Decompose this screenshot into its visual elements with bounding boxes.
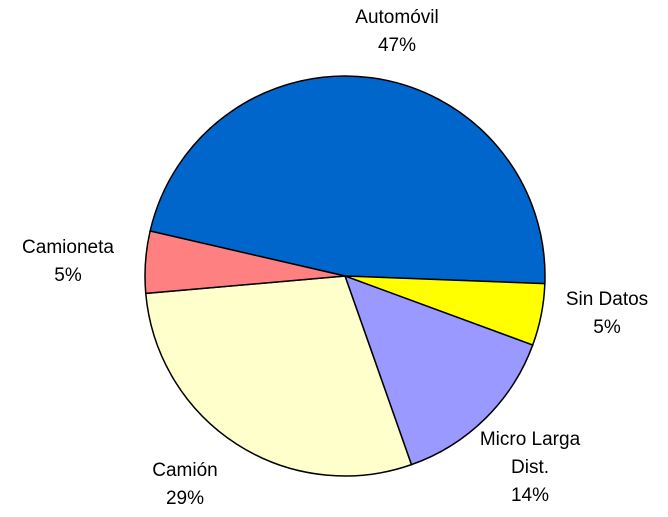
value-label: 14% xyxy=(510,485,550,506)
slice-label: Sin Datos 5% xyxy=(542,286,668,342)
value-label: 5% xyxy=(593,317,621,338)
slice-label: Camioneta 5% xyxy=(3,234,133,290)
slice-label: Automóvil 47% xyxy=(332,4,462,60)
pie-slice xyxy=(144,230,346,295)
pie-slice xyxy=(144,275,413,477)
category-label: Sin Datos xyxy=(565,289,649,310)
pie-slice xyxy=(149,75,546,285)
category-label: Micro Larga Dist. xyxy=(479,429,581,478)
value-label: 29% xyxy=(165,488,205,509)
pie-slice xyxy=(343,274,534,466)
category-label: Camión xyxy=(152,460,218,481)
category-label: Camioneta xyxy=(22,237,114,258)
slice-label: Camión 29% xyxy=(120,457,250,513)
slice-label: Micro Larga Dist. 14% xyxy=(465,426,595,510)
category-label: Automóvil xyxy=(355,7,439,28)
value-label: 47% xyxy=(377,35,417,56)
value-label: 5% xyxy=(54,265,82,286)
